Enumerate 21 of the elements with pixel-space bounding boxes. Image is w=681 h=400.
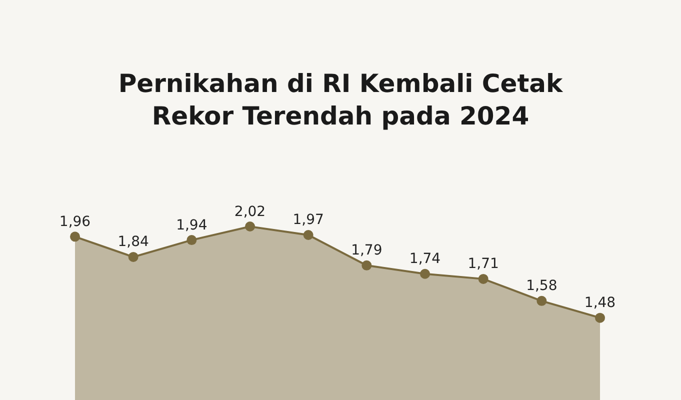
point — [186, 235, 197, 246]
point — [362, 260, 372, 270]
data-label: 1,97 — [292, 212, 324, 228]
point — [70, 232, 80, 242]
point — [595, 312, 605, 323]
data-label: 1,48 — [584, 295, 616, 312]
data-label: 1,74 — [409, 251, 441, 268]
point — [303, 230, 314, 240]
point — [536, 296, 547, 306]
point — [420, 268, 430, 279]
data-label: 1,94 — [176, 217, 208, 234]
data-label: 1,71 — [468, 256, 499, 272]
data-label: 1,96 — [59, 214, 91, 230]
data-label: 1,58 — [526, 278, 558, 294]
point — [245, 222, 255, 232]
point — [478, 274, 488, 284]
data-label: 2,02 — [234, 204, 266, 220]
chart-title: Pernikahan di RI Kembali Cetak Rekor Terendah pada 2024 — [118, 69, 564, 130]
data-label: 1,84 — [118, 234, 150, 250]
data-label: 1,79 — [351, 242, 382, 259]
point — [128, 252, 138, 262]
